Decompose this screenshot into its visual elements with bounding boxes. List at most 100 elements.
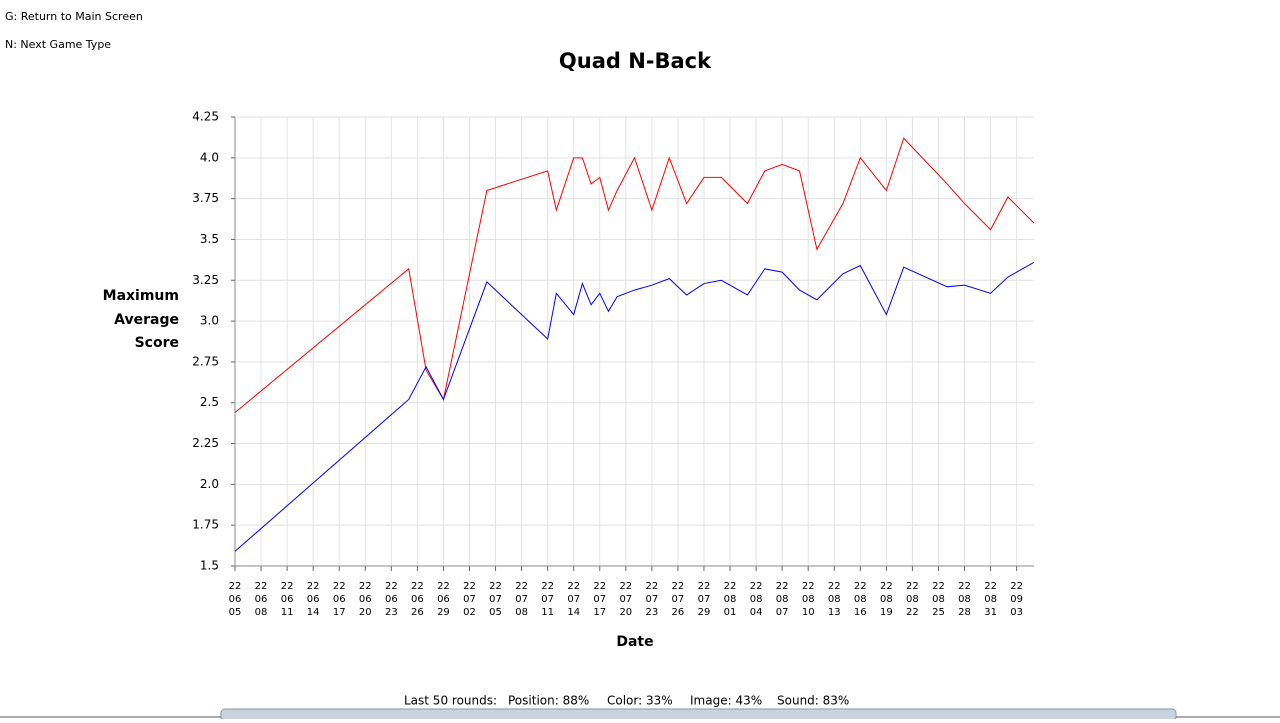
x-tick-label: 22 06 08 <box>255 581 268 618</box>
x-tick-label: 22 06 17 <box>333 581 346 618</box>
y-tick-label: 2.25 <box>192 436 219 450</box>
x-tick-label-line: 07 <box>541 594 554 605</box>
x-tick-label: 22 08 04 <box>750 581 763 618</box>
status-text: Image: 43% <box>690 694 762 708</box>
x-tick-label-line: 08 <box>984 594 997 605</box>
x-tick-label-line: 11 <box>541 607 554 618</box>
x-tick-label-line: 22 <box>776 581 789 592</box>
x-tick-label: 22 08 16 <box>854 581 867 618</box>
x-tick-label: 22 07 26 <box>672 581 685 618</box>
x-tick-label: 22 06 20 <box>359 581 372 618</box>
x-tick-label-line: 06 <box>307 594 320 605</box>
x-tick-label-line: 22 <box>333 581 346 592</box>
x-tick-label-line: 22 <box>698 581 711 592</box>
x-tick-label-line: 05 <box>489 607 502 618</box>
x-tick-label-line: 22 <box>463 581 476 592</box>
x-tick-label: 22 06 29 <box>437 581 450 618</box>
x-tick-label-line: 29 <box>698 607 711 618</box>
y-tick-label: 3.0 <box>200 314 219 328</box>
x-tick-label-line: 20 <box>359 607 372 618</box>
y-tick-label: 3.75 <box>192 191 219 205</box>
y-axis-label: Score <box>135 335 179 351</box>
x-tick-label: 22 07 23 <box>646 581 659 618</box>
x-tick-label-line: 06 <box>229 594 242 605</box>
x-tick-label-line: 22 <box>489 581 502 592</box>
x-tick-label-line: 22 <box>567 581 580 592</box>
x-tick-label-line: 22 <box>359 581 372 592</box>
x-tick-label-line: 07 <box>646 594 659 605</box>
x-tick-label-line: 08 <box>880 594 893 605</box>
x-tick-label-line: 17 <box>593 607 606 618</box>
x-tick-label-line: 29 <box>437 607 450 618</box>
x-tick-label-line: 14 <box>307 607 320 618</box>
x-tick-label-line: 23 <box>385 607 398 618</box>
x-tick-label-line: 08 <box>515 607 528 618</box>
x-tick-label-line: 08 <box>776 594 789 605</box>
x-tick-label-line: 20 <box>619 607 632 618</box>
status-text: Sound: 83% <box>777 694 849 708</box>
x-tick-label-line: 08 <box>932 594 945 605</box>
x-tick-label: 22 06 26 <box>411 581 424 618</box>
x-tick-label-line: 22 <box>646 581 659 592</box>
status-text: Position: 88% <box>508 694 589 708</box>
hint: G: Return to Main Screen <box>5 10 143 23</box>
x-tick-label-line: 19 <box>880 607 893 618</box>
x-tick-label: 22 07 02 <box>463 581 476 618</box>
x-tick-label-line: 02 <box>463 607 476 618</box>
x-tick-label-line: 07 <box>672 594 685 605</box>
x-tick-label-line: 08 <box>854 594 867 605</box>
x-tick-label-line: 08 <box>750 594 763 605</box>
series-line <box>234 261 1035 552</box>
x-tick-label-line: 06 <box>385 594 398 605</box>
x-tick-label-line: 06 <box>437 594 450 605</box>
x-tick-label: 22 06 11 <box>281 581 294 618</box>
x-tick-label-line: 22 <box>411 581 424 592</box>
x-tick-label-line: 08 <box>906 594 919 605</box>
x-tick-label-line: 08 <box>255 607 268 618</box>
x-tick-label-line: 08 <box>724 594 737 605</box>
x-tick-label: 22 08 22 <box>906 581 919 618</box>
x-tick-label-line: 22 <box>229 581 242 592</box>
x-tick-label-line: 22 <box>281 581 294 592</box>
x-tick-label-line: 22 <box>906 607 919 618</box>
x-tick-label-line: 13 <box>828 607 841 618</box>
x-tick-label-line: 22 <box>385 581 398 592</box>
x-tick-label-line: 14 <box>567 607 580 618</box>
x-tick-label: 22 08 28 <box>958 581 971 618</box>
x-tick-label: 22 08 07 <box>776 581 789 618</box>
x-tick-label-line: 22 <box>984 581 997 592</box>
x-tick-label-line: 06 <box>255 594 268 605</box>
taskbar <box>220 708 1177 722</box>
x-tick-label-line: 22 <box>593 581 606 592</box>
x-tick-label-line: 04 <box>750 607 763 618</box>
x-tick-label-line: 22 <box>854 581 867 592</box>
x-tick-label-line: 23 <box>646 607 659 618</box>
x-tick-label-line: 22 <box>307 581 320 592</box>
y-tick-label: 4.25 <box>192 110 219 124</box>
hint: N: Next Game Type <box>5 38 111 51</box>
x-tick-label-line: 22 <box>437 581 450 592</box>
x-tick-label: 22 07 08 <box>515 581 528 618</box>
x-tick-label-line: 06 <box>333 594 346 605</box>
x-tick-label-line: 22 <box>802 581 815 592</box>
x-tick-label-line: 07 <box>515 594 528 605</box>
x-tick-label-line: 28 <box>958 607 971 618</box>
y-tick-label: 2.0 <box>200 477 219 491</box>
x-tick-label-line: 22 <box>672 581 685 592</box>
x-tick-label-line: 06 <box>281 594 294 605</box>
x-tick-label-line: 16 <box>854 607 867 618</box>
x-tick-label-line: 03 <box>1010 607 1023 618</box>
x-tick-label-line: 06 <box>411 594 424 605</box>
x-tick-label-line: 07 <box>463 594 476 605</box>
y-tick-label: 3.5 <box>200 232 219 246</box>
x-tick-label-line: 08 <box>828 594 841 605</box>
x-tick-label-line: 22 <box>619 581 632 592</box>
legend-entry: Average <box>114 312 179 328</box>
y-tick-label: 1.5 <box>200 559 219 573</box>
x-tick-label-line: 22 <box>750 581 763 592</box>
x-tick-label-line: 01 <box>724 607 737 618</box>
x-tick-label: 22 07 05 <box>489 581 502 618</box>
x-tick-label: 22 07 14 <box>567 581 580 618</box>
x-tick-label: 22 06 23 <box>385 581 398 618</box>
